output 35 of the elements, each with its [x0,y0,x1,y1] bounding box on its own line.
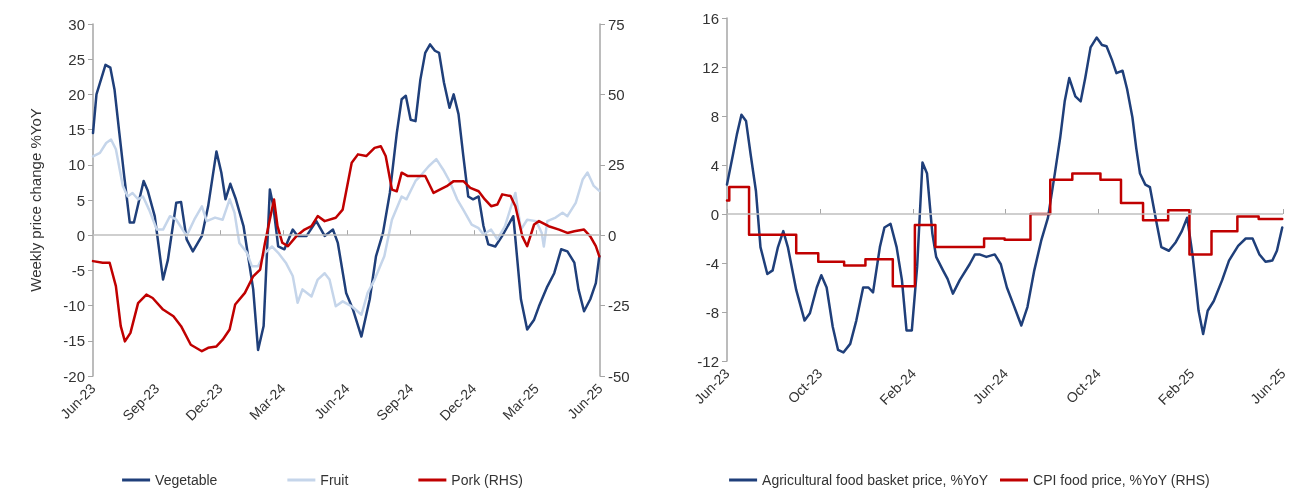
y2-tick-label: -50 [608,367,630,385]
y-tick-label: -15 [63,332,85,350]
legend-label: CPI food price, %YoY (RHS) [1033,472,1210,488]
y-tick-label: 4 [710,156,719,174]
y-tick-label: -8 [705,303,719,321]
y2-tick-label: 75 [608,15,625,33]
y2-tick-label: 0 [608,226,617,244]
y-tick-label: 0 [710,205,719,223]
legend-label: Pork (RHS) [451,472,523,488]
y-tick-label: -10 [63,297,85,315]
line-series [725,36,1284,354]
y-axis-title: Weekly price change %YoY [27,108,44,292]
y2-tick-label: 50 [608,85,625,103]
y-tick-label: 15 [68,121,85,139]
y-tick-label: 25 [68,50,85,68]
line-series [91,138,601,316]
y-tick-label: 8 [710,107,719,125]
y-tick-label: -5 [71,261,85,279]
y-tick-label: 5 [76,191,85,209]
y-tick-label: 10 [68,156,85,174]
legend-label: Agricultural food basket price, %YoY [762,472,989,488]
y-tick-label: -12 [697,352,719,370]
legend-label: Fruit [320,472,349,488]
y-tick-label: -20 [63,367,85,385]
y2-tick-label: 25 [608,156,625,174]
y2-tick-label: -25 [608,297,630,315]
y-tick-label: -4 [705,254,719,272]
legend-label: Vegetable [155,472,218,488]
y-tick-label: 16 [702,9,719,27]
y-tick-label: 0 [76,226,85,244]
line-series [91,144,601,353]
y-tick-label: 20 [68,85,85,103]
y-tick-label: 12 [702,58,719,76]
y-tick-label: 30 [68,15,85,33]
line-series [91,43,601,352]
